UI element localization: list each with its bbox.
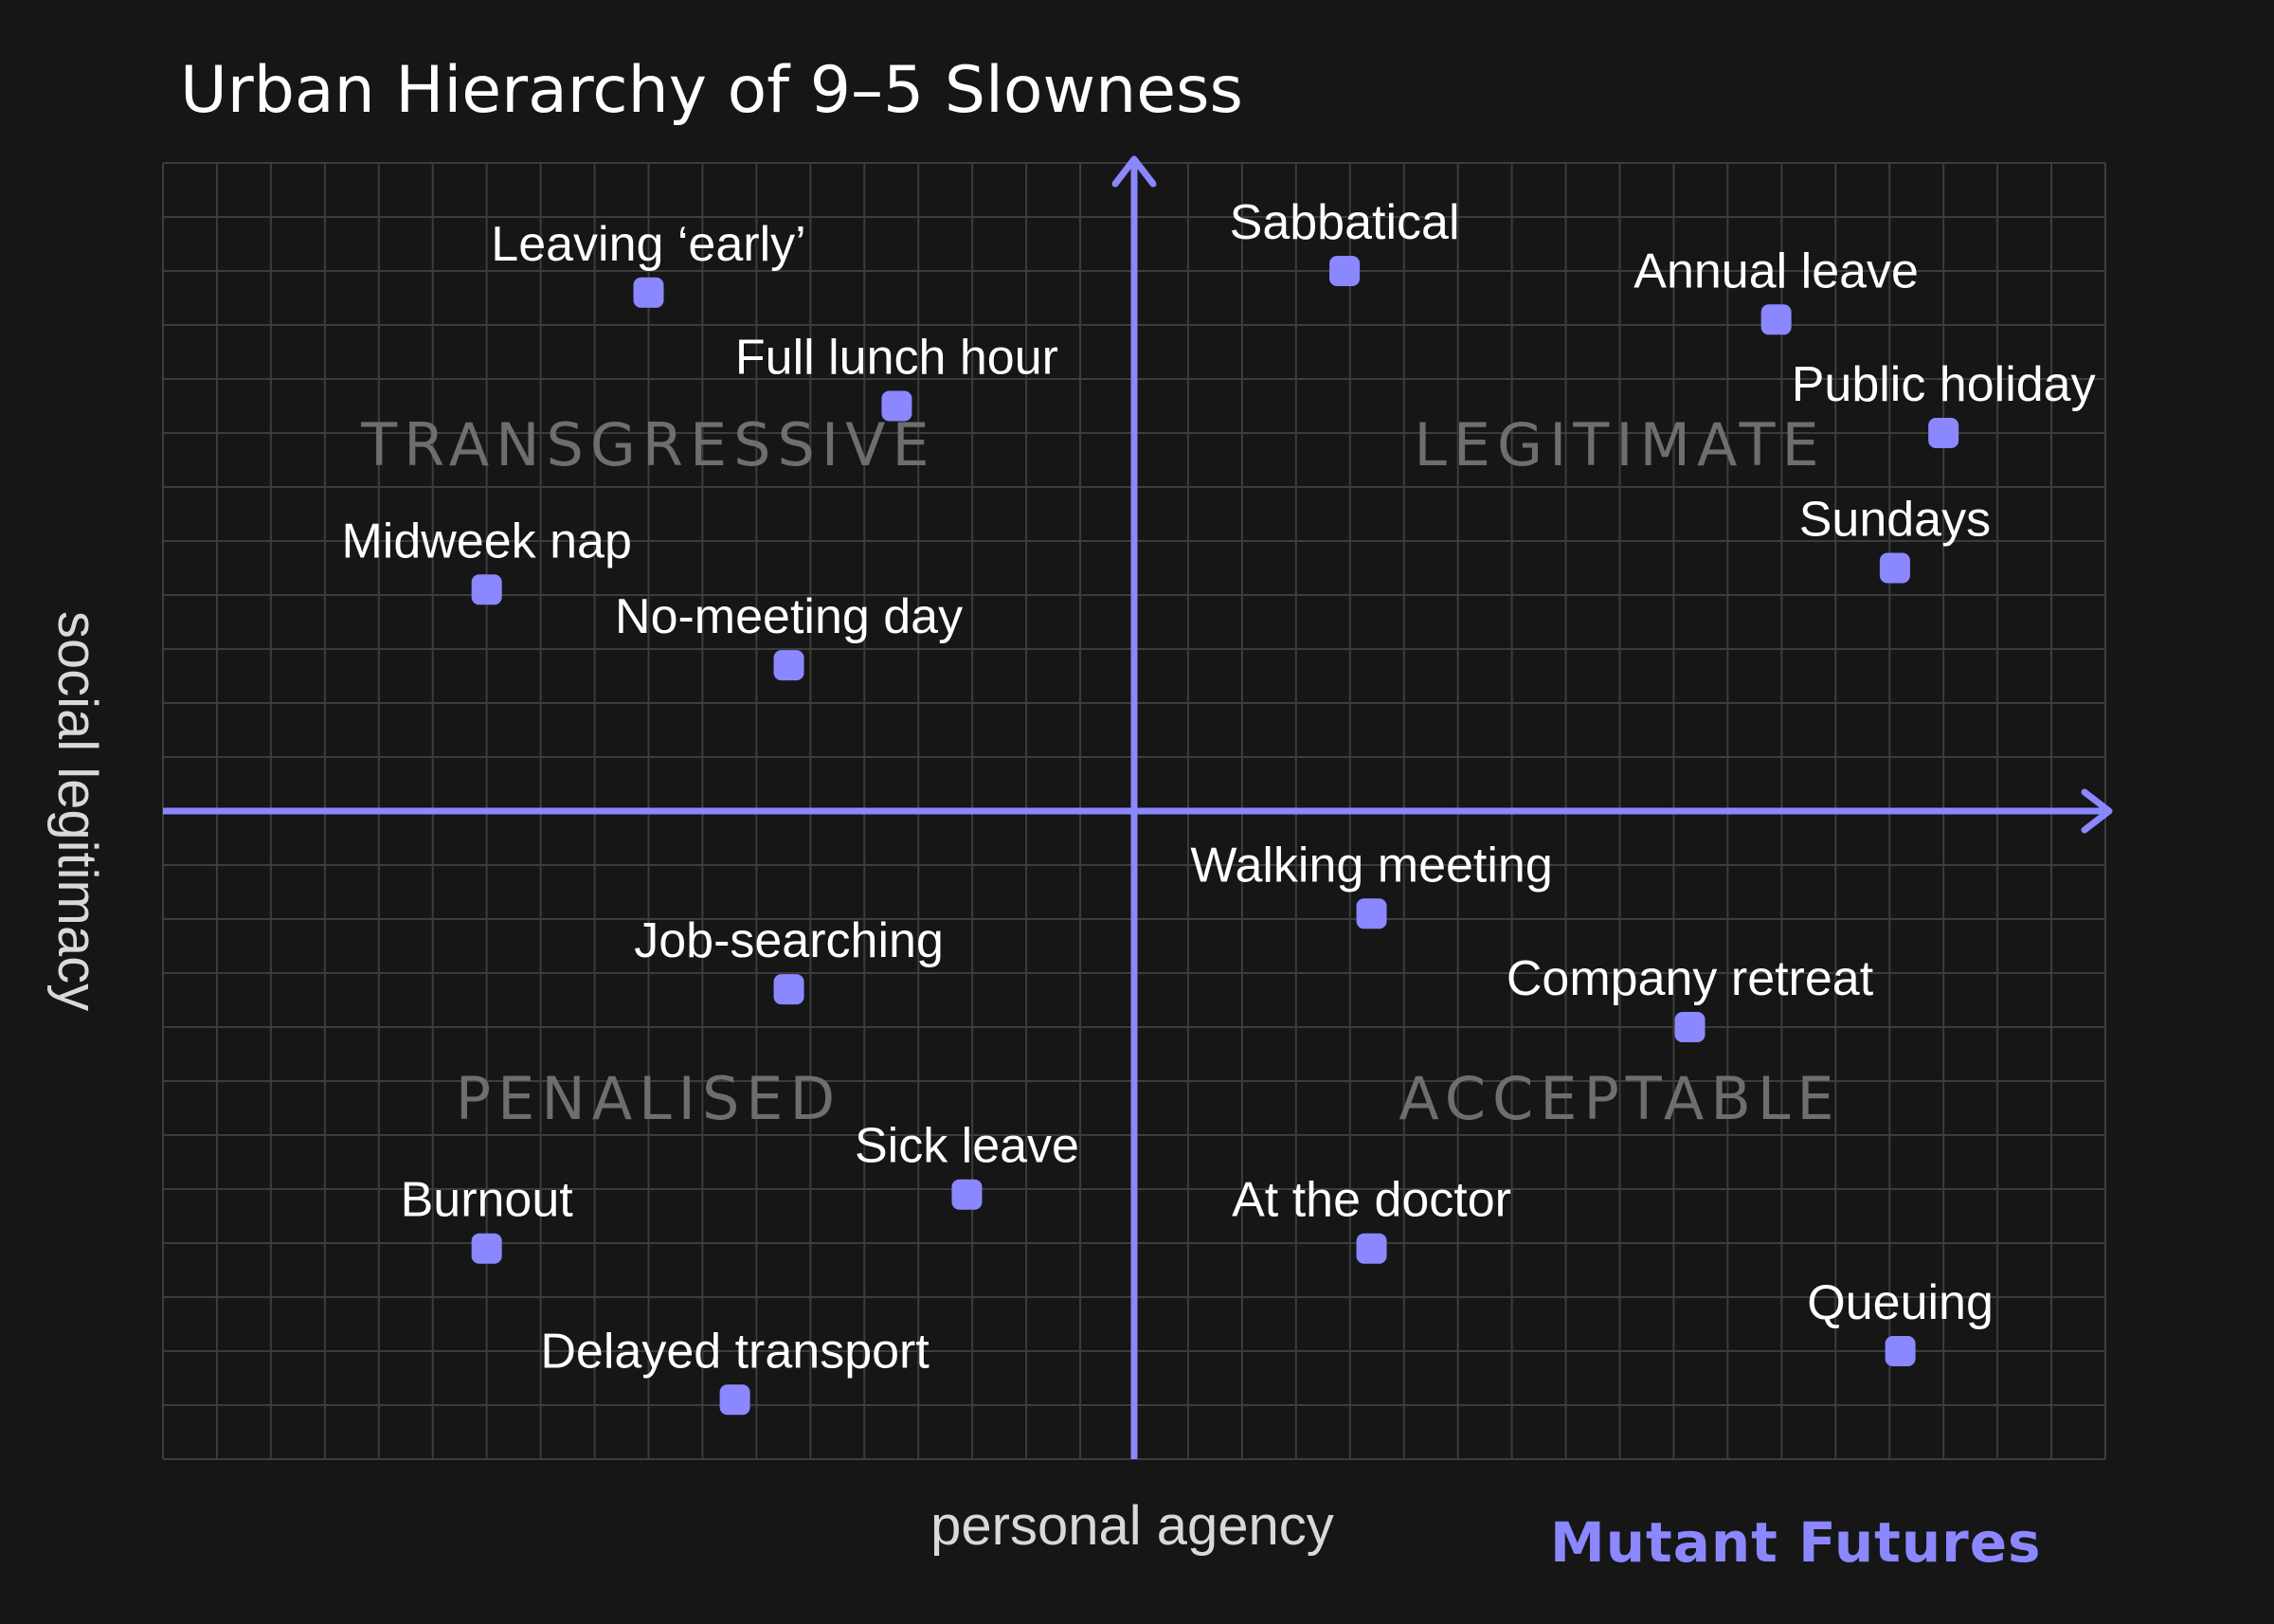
y-axis-arrow bbox=[1111, 155, 1157, 188]
data-point-label: Full lunch hour bbox=[735, 331, 1058, 386]
data-point-label: Midweek nap bbox=[341, 514, 631, 568]
data-point-label: Job-searching bbox=[634, 913, 944, 968]
y-axis-label: social legitimacy bbox=[46, 611, 108, 1011]
quadrant-label: ACCEPTABLE bbox=[1399, 1064, 1840, 1133]
x-axis-arrow bbox=[2081, 788, 2113, 834]
data-point-marker bbox=[1760, 304, 1792, 335]
data-point-label: Annual leave bbox=[1633, 244, 1919, 298]
data-point-marker bbox=[471, 1233, 502, 1264]
quadrant-labels: TRANSGRESSIVE LEGITIMATE PENALISED ACCEPTAB… bbox=[360, 410, 1840, 1133]
axes bbox=[163, 155, 2113, 1459]
data-point-marker bbox=[633, 277, 664, 308]
data-point-label: Sick leave bbox=[855, 1119, 1079, 1174]
data-point-marker bbox=[719, 1384, 750, 1416]
data-point-marker bbox=[1329, 256, 1361, 286]
data-point-marker bbox=[951, 1179, 983, 1210]
data-point-label: Walking meeting bbox=[1190, 838, 1552, 893]
data-point-label: At the doctor bbox=[1232, 1173, 1511, 1228]
data-point-marker bbox=[773, 974, 804, 1005]
data-point-marker bbox=[1674, 1012, 1706, 1042]
data-point-label: Sundays bbox=[1799, 493, 1991, 548]
data-point-label: No-meeting day bbox=[615, 589, 963, 644]
data-point-label: Burnout bbox=[401, 1173, 574, 1228]
quadrant-label: LEGITIMATE bbox=[1414, 410, 1825, 479]
data-point-marker bbox=[1356, 898, 1387, 929]
data-point-label: Leaving ‘early’ bbox=[491, 217, 805, 272]
data-point-marker bbox=[1885, 1336, 1916, 1366]
data-point-marker bbox=[1356, 1233, 1387, 1264]
data-point-label: Sabbatical bbox=[1230, 195, 1460, 250]
data-point-label: Queuing bbox=[1807, 1275, 1994, 1330]
data-point-label: Delayed transport bbox=[540, 1324, 929, 1379]
data-point-marker bbox=[773, 650, 804, 681]
brand-logo: Mutant Futures bbox=[1550, 1510, 2042, 1575]
data-point-marker bbox=[1879, 552, 1910, 584]
data-point-marker bbox=[881, 390, 912, 422]
data-points: Leaving ‘early’ Full lunch hour Midweek na… bbox=[341, 195, 2096, 1416]
data-point-label: Public holiday bbox=[1792, 357, 2096, 412]
quadrant-label: PENALISED bbox=[456, 1064, 841, 1133]
chart-title: Urban Hierarchy of 9–5 Slowness bbox=[180, 53, 1243, 128]
data-point-label: Company retreat bbox=[1507, 951, 1874, 1006]
x-axis-label: personal agency bbox=[930, 1495, 1334, 1557]
quadrant-label: TRANSGRESSIVE bbox=[360, 410, 935, 479]
data-point-marker bbox=[1928, 418, 1959, 448]
data-point-marker bbox=[471, 574, 502, 605]
